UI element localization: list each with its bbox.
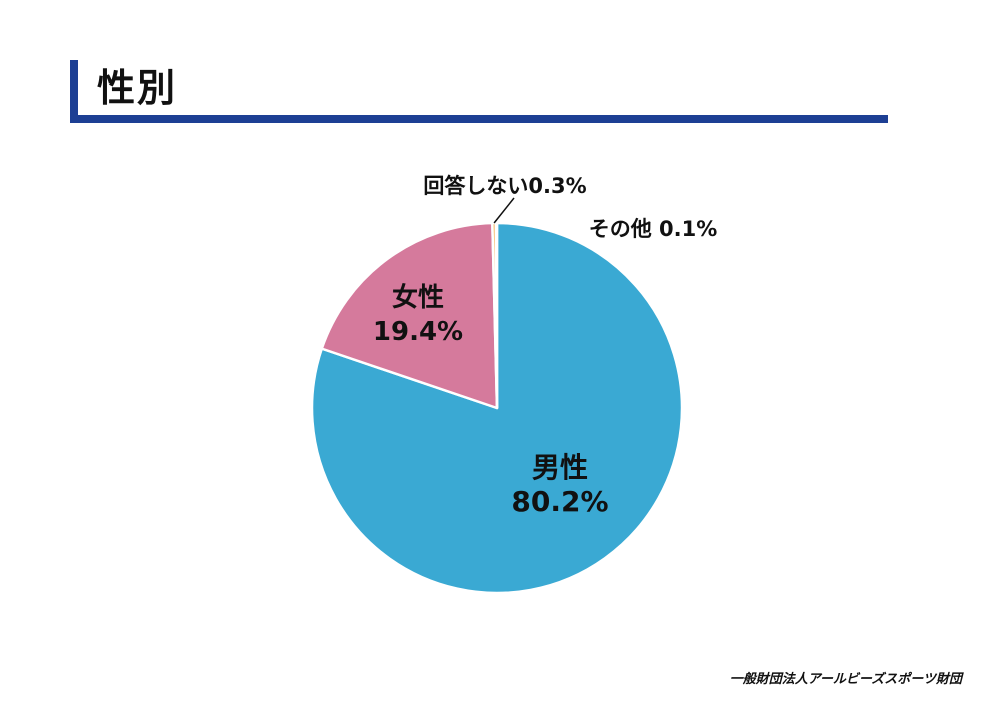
- slice-label-female: 女性: [392, 282, 444, 313]
- slice-label-other: その他 0.1%: [589, 217, 718, 241]
- organization-footer: 一般財団法人アールビーズスポーツ財団: [729, 672, 962, 687]
- slice-label-male: 男性: [532, 451, 588, 484]
- leader-line-no-answer: [493, 197, 515, 224]
- pie-slice-3: [494, 221, 499, 410]
- slice-value-female: 19.4%: [373, 317, 463, 347]
- slice-value-male: 80.2%: [511, 485, 608, 518]
- pie-slice-1: [320, 221, 499, 410]
- page-title: 性別: [97, 66, 178, 110]
- title-accent-bar: [70, 60, 78, 122]
- slice-label-no-answer: 回答しない0.3%: [423, 174, 586, 198]
- title-underline: [70, 115, 888, 123]
